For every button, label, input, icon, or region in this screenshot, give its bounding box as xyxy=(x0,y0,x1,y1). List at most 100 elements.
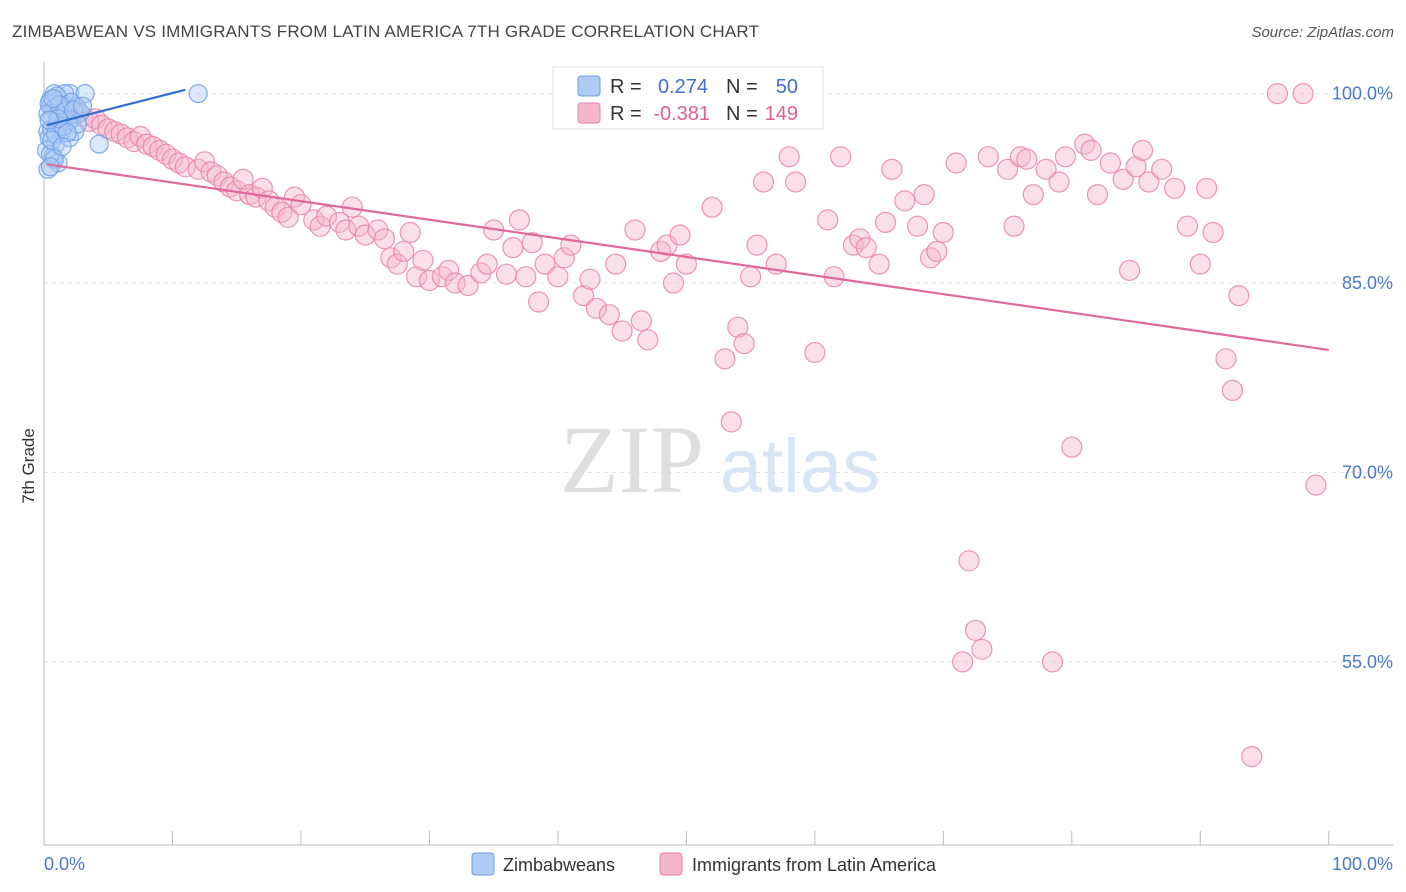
latin-america-point xyxy=(906,215,929,237)
latin-america-point xyxy=(829,146,852,168)
stats-n-latin-america: 149 xyxy=(765,103,798,125)
latin-america-point xyxy=(277,206,299,228)
latin-america-point xyxy=(784,171,807,193)
latin-america-point xyxy=(161,148,184,170)
latin-america-point xyxy=(412,249,434,271)
latin-america-point xyxy=(733,333,755,355)
latin-america-point xyxy=(1118,259,1141,281)
stats-n-label-latin-america: N = xyxy=(726,103,758,125)
latin-america-point xyxy=(1202,221,1224,244)
latin-america-point xyxy=(714,348,736,370)
watermark-atlas: atlas xyxy=(720,424,881,509)
source-label: Source: ZipAtlas.com xyxy=(1251,24,1394,41)
latin-america-point xyxy=(194,151,216,173)
latin-america-point xyxy=(1074,133,1096,155)
stats-n-label-zimbabweans: N = xyxy=(726,76,758,98)
stats-swatch-latin-america xyxy=(577,102,601,124)
latin-america-point xyxy=(515,266,537,288)
latin-america-point xyxy=(149,139,171,161)
stats-legend: R = 0.274 N = 50 R = -0.381 N = 149 xyxy=(552,66,824,130)
zimbabwean-point xyxy=(72,96,93,116)
latin-america-point xyxy=(739,266,762,288)
latin-america-trend-line xyxy=(46,163,1329,352)
latin-america-point xyxy=(868,253,890,275)
latin-america-point xyxy=(393,240,415,262)
zimbabwean-point xyxy=(52,137,72,157)
latin-america-point xyxy=(951,651,974,673)
stats-r-latin-america: -0.381 xyxy=(653,103,710,125)
latin-america-point xyxy=(1022,184,1044,206)
latin-america-point xyxy=(727,316,749,338)
legend-swatch-zimbabweans xyxy=(471,852,495,876)
latin-america-point xyxy=(977,146,999,168)
y-tick-label: 100.0% xyxy=(1332,84,1393,104)
latin-america-point xyxy=(1241,745,1263,768)
latin-america-point xyxy=(932,221,954,244)
latin-america-point xyxy=(1080,139,1102,161)
latin-america-point xyxy=(579,268,601,290)
latin-america-point xyxy=(720,411,742,433)
zimbabwean-point xyxy=(188,83,208,104)
latin-america-point xyxy=(572,285,595,307)
axes xyxy=(43,62,1393,846)
stats-r-label-zimbabweans: R = xyxy=(610,76,642,98)
latin-america-point xyxy=(919,247,942,269)
latin-america-point xyxy=(1035,158,1057,180)
latin-america-point xyxy=(1041,651,1064,673)
zimbabwean-point xyxy=(39,110,59,130)
latin-america-point xyxy=(527,291,550,313)
latin-america-point xyxy=(913,184,935,206)
latin-america-point xyxy=(585,297,608,319)
latin-america-point xyxy=(502,237,524,259)
latin-america-point xyxy=(778,146,800,168)
latin-america-point xyxy=(964,619,987,641)
latin-america-point xyxy=(1292,82,1314,105)
latin-america-point xyxy=(1176,215,1199,237)
latin-america-point xyxy=(958,550,980,572)
latin-america-point xyxy=(418,269,440,292)
legend-swatch-latin-america xyxy=(659,852,683,876)
latin-america-point xyxy=(874,211,897,233)
latin-america-point xyxy=(1215,348,1237,370)
latin-america-point xyxy=(1016,148,1038,170)
latin-america-point xyxy=(1112,168,1134,190)
x-tick-label-min: 0.0% xyxy=(44,854,85,874)
latin-america-point xyxy=(701,196,723,218)
latin-america-point xyxy=(1151,158,1173,180)
latin-america-point xyxy=(996,158,1019,180)
chart-title: ZIMBABWEAN VS IMMIGRANTS FROM LATIN AMER… xyxy=(12,22,760,41)
latin-america-point xyxy=(1305,474,1327,496)
latin-america-point xyxy=(476,253,498,275)
latin-america-point xyxy=(894,190,916,212)
series-legend: Zimbabweans Immigrants from Latin Americ… xyxy=(471,852,937,876)
latin-america-point xyxy=(1061,436,1083,458)
latin-america-point xyxy=(624,219,646,241)
latin-america-point xyxy=(1099,152,1122,174)
latin-america-point xyxy=(406,266,428,288)
latin-america-point xyxy=(444,272,466,294)
y-tick-label: 55.0% xyxy=(1342,652,1393,672)
legend-label-latin-america: Immigrants from Latin America xyxy=(692,855,937,875)
latin-america-point xyxy=(662,272,685,294)
watermark: ZIP atlas xyxy=(560,406,880,513)
latin-america-point xyxy=(399,221,421,244)
latin-america-point xyxy=(605,253,627,275)
legend-label-zimbabweans: Zimbabweans xyxy=(503,855,615,875)
y-tick-labels: 100.0% 85.0% 70.0% 55.0% xyxy=(1332,84,1393,672)
zimbabwean-trend-line xyxy=(46,88,186,127)
latin-america-point xyxy=(630,310,653,332)
y-axis-label: 7th Grade xyxy=(19,428,38,504)
stats-swatch-zimbabweans xyxy=(577,75,601,97)
latin-america-point xyxy=(373,228,396,250)
latin-america-point xyxy=(1266,82,1289,105)
latin-america-point xyxy=(817,209,839,231)
stats-r-label-latin-america: R = xyxy=(610,103,642,125)
latin-america-point xyxy=(1138,171,1160,193)
watermark-zip: ZIP xyxy=(560,406,704,513)
latin-america-point xyxy=(316,205,338,227)
latin-america-point xyxy=(1125,156,1147,178)
latin-america-point xyxy=(457,274,479,297)
latin-america-point xyxy=(303,209,325,231)
trend-lines xyxy=(46,88,1329,352)
latin-america-point xyxy=(168,152,190,174)
